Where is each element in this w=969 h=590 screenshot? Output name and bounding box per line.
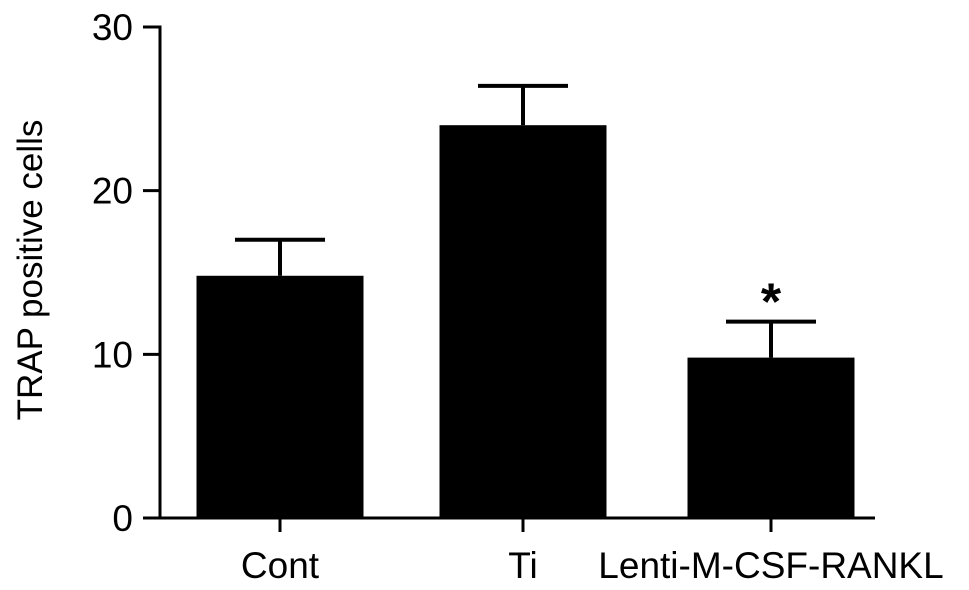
bar xyxy=(196,275,364,518)
y-tick-label: 30 xyxy=(92,7,133,48)
y-tick-label: 0 xyxy=(112,498,133,539)
y-axis: 0 10 20 30 xyxy=(92,7,162,539)
y-tick-label: 20 xyxy=(92,171,133,212)
bar xyxy=(687,357,855,518)
significance-marker: * xyxy=(761,274,782,332)
x-axis: Cont Ti Lenti-M-CSF-RANKL xyxy=(158,516,944,586)
y-tick-label: 10 xyxy=(92,334,133,375)
y-axis-label: TRAP positive cells xyxy=(11,120,50,421)
x-tick-label: Lenti-M-CSF-RANKL xyxy=(598,545,943,586)
x-tick-label: Cont xyxy=(241,545,320,586)
bars: * xyxy=(196,83,855,518)
bar xyxy=(439,125,607,518)
x-tick-label: Ti xyxy=(508,545,537,586)
